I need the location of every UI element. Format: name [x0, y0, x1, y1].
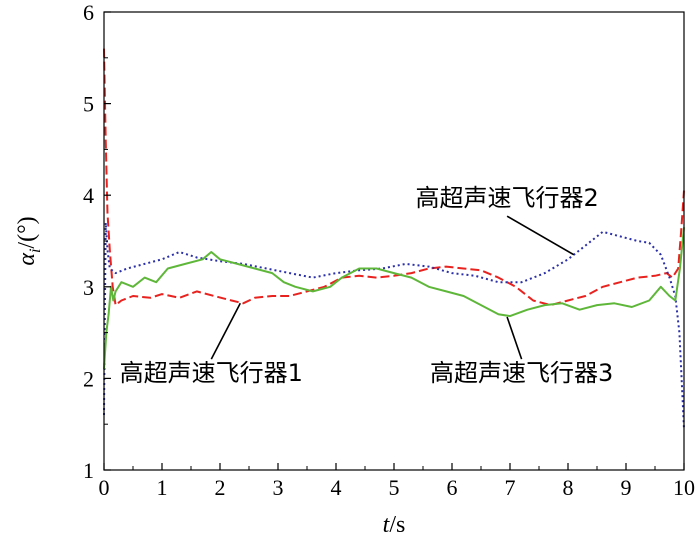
annotation-leaders	[210, 215, 575, 360]
annotation-label-3: 高超声速飞行器3	[430, 359, 613, 387]
x-tick-label: 8	[563, 475, 574, 500]
annotation-leader-1	[210, 302, 242, 360]
y-axis-subscript: i	[27, 249, 44, 253]
x-axis-ticks: 0 1 2 3 4 5 6 7 8 9 10	[99, 463, 695, 500]
y-tick-label: 4	[83, 183, 94, 208]
y-axis-label: αi/(°)	[14, 216, 44, 265]
x-tick-label: 2	[215, 475, 226, 500]
y-axis-ticks: 1 2 3 4 5 6	[83, 0, 111, 483]
y-tick-label: 2	[83, 366, 94, 391]
y-tick-label: 3	[83, 275, 94, 300]
y-axis-variable: α	[14, 253, 40, 266]
annotation-label-1: 高超声速飞行器1	[120, 359, 303, 387]
series-line-1	[103, 48, 685, 307]
y-tick-label: 1	[83, 458, 94, 483]
x-tick-label: 4	[331, 475, 342, 500]
series-layer	[103, 48, 685, 429]
annotation-leader-2	[506, 215, 575, 256]
x-tick-label: 1	[157, 475, 168, 500]
annotation-label-2: 高超声速飞行器2	[415, 184, 598, 212]
x-tick-label: 7	[505, 475, 516, 500]
x-tick-label: 0	[99, 475, 110, 500]
x-tick-label: 3	[273, 475, 284, 500]
x-axis-label: t/s	[383, 512, 406, 538]
x-tick-label: 9	[621, 475, 632, 500]
x-axis-unit: /s	[389, 512, 405, 538]
y-tick-label: 5	[83, 92, 94, 117]
series-line-2	[103, 221, 685, 429]
x-tick-label: 6	[447, 475, 458, 500]
y-tick-label: 6	[83, 0, 94, 25]
plot-frame	[103, 11, 685, 471]
x-axis-variable: t	[383, 512, 391, 538]
annotation-leader-3	[506, 316, 523, 360]
x-tick-label: 5	[389, 475, 400, 500]
y-axis-unit: /(°)	[14, 216, 40, 248]
annotation-labels: 高超声速飞行器1 高超声速飞行器2 高超声速飞行器3	[120, 184, 614, 387]
x-tick-label: 10	[673, 475, 695, 500]
series-line-3	[103, 227, 685, 370]
